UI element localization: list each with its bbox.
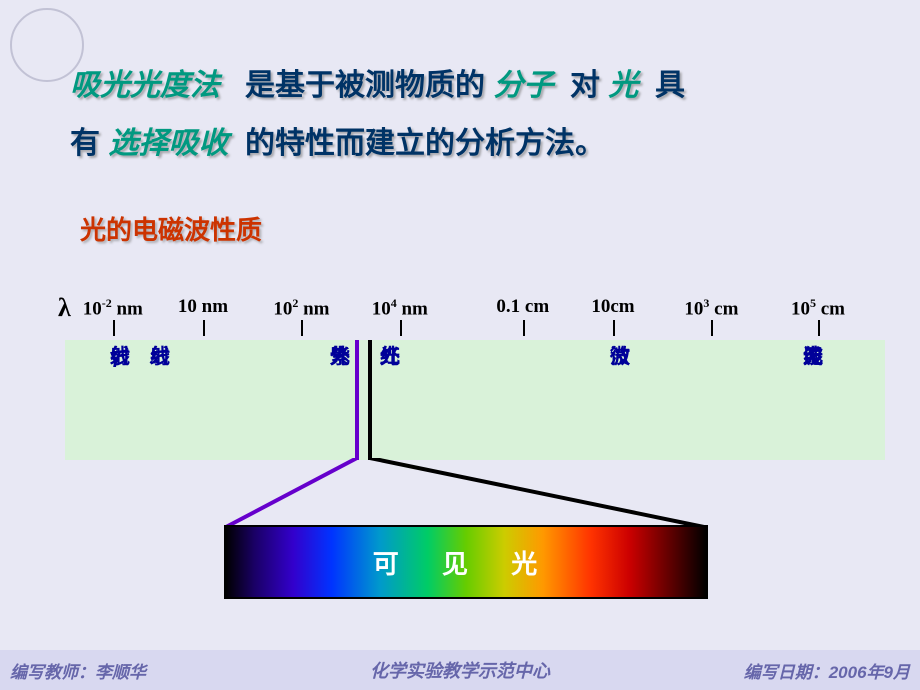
expansion-line-left — [226, 458, 357, 527]
title-term-2: 分子 — [493, 69, 553, 102]
title-text-1: 是基于被测物质的 — [245, 69, 485, 102]
title-text-4: 有 — [70, 127, 100, 160]
title-text-3: 具 — [655, 69, 685, 102]
scale-tick-label: 10-2 nm — [83, 296, 143, 320]
scale-tick-label: 103 cm — [684, 296, 738, 320]
wavelength-ticks — [80, 320, 900, 340]
scale-tick-label: 0.1 cm — [496, 296, 549, 318]
spectrum-band-labels: γ射线x射线紫外光红外光微波无线电波 — [65, 345, 885, 460]
scale-tick — [613, 320, 615, 336]
footer-date: 编写日期：2006年9月 — [744, 658, 910, 683]
footer: 编写教师：李顺华 化学实验教学示范中心 编写日期：2006年9月 — [0, 650, 920, 690]
scale-tick-label: 102 nm — [273, 296, 329, 320]
scale-tick-label: 10 nm — [178, 296, 228, 318]
title-term-1: 吸光光度法 — [70, 69, 220, 102]
scale-tick — [301, 320, 303, 336]
title-term-4: 选择吸收 — [108, 127, 228, 160]
title-text-5: 的特性而建立的分析方法。 — [245, 127, 605, 160]
scale-tick — [203, 320, 205, 336]
scale-tick — [818, 320, 820, 336]
scale-tick-label: 104 nm — [372, 296, 428, 320]
scale-tick — [113, 320, 115, 336]
lambda-symbol: λ — [58, 293, 71, 323]
scale-tick — [400, 320, 402, 336]
footer-center: 化学实验教学示范中心 — [370, 657, 550, 683]
title-term-3: 光 — [608, 69, 638, 102]
scale-tick — [523, 320, 525, 336]
title-line-1: 吸光光度法 是基于被测物质的 分子 对 光 具 — [70, 62, 870, 110]
expansion-line-right — [370, 458, 704, 527]
slide: 吸光光度法 是基于被测物质的 分子 对 光 具 有 选择吸收 的特性而建立的分析… — [0, 0, 920, 690]
scale-tick-label: 105 cm — [791, 296, 845, 320]
subheading: 光的电磁波性质 — [80, 210, 262, 247]
title-line-2: 有 选择吸收 的特性而建立的分析方法。 — [70, 120, 870, 168]
scale-tick-label: 10cm — [591, 296, 634, 318]
scale-tick — [711, 320, 713, 336]
visible-light-label: 可 见 光 — [224, 544, 704, 581]
footer-author: 编写教师：李顺华 — [10, 658, 146, 683]
title-text-2: 对 — [570, 69, 600, 102]
